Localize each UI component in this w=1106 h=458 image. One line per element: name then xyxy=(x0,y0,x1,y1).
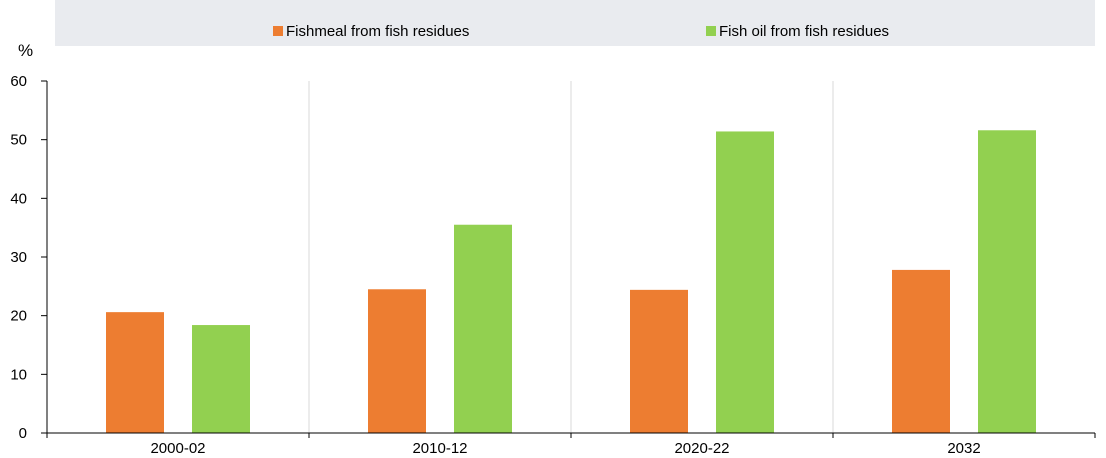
x-tick-label: 2020-22 xyxy=(674,440,729,457)
y-tick-label: 50 xyxy=(10,132,27,149)
bar-fishmeal-2000-02 xyxy=(106,312,164,433)
bar-fishmeal-2020-22 xyxy=(630,289,688,433)
x-tick-label: 2032 xyxy=(947,440,980,457)
bar-fish-oil-2000-02 xyxy=(192,325,250,433)
bar-fishmeal-2032 xyxy=(892,269,950,433)
legend-label-fish-oil: Fish oil from fish residues xyxy=(719,23,889,40)
x-tick-label: 2010-12 xyxy=(412,440,467,457)
bar-fish-oil-2010-12 xyxy=(454,224,512,433)
y-tick-label: 60 xyxy=(10,73,27,90)
y-axis-unit-label: % xyxy=(18,41,33,60)
bar-fish-oil-2032 xyxy=(978,130,1036,433)
x-tick-label: 2000-02 xyxy=(150,440,205,457)
legend-label-fishmeal: Fishmeal from fish residues xyxy=(286,23,469,40)
legend: Fishmeal from fish residues Fish oil from… xyxy=(273,23,889,40)
y-axis-ticks: 0 10 20 30 40 50 60 xyxy=(10,73,47,442)
bar-fish-oil-2020-22 xyxy=(716,131,774,433)
y-tick-label: 10 xyxy=(10,366,27,383)
bars xyxy=(106,130,1036,433)
y-tick-label: 40 xyxy=(10,190,27,207)
legend-background xyxy=(55,0,1095,46)
legend-swatch-fish-oil xyxy=(706,26,716,36)
gridlines xyxy=(308,81,834,433)
legend-swatch-fishmeal xyxy=(273,26,283,36)
y-tick-label: 20 xyxy=(10,308,27,325)
y-tick-label: 30 xyxy=(10,249,27,266)
bar-fishmeal-2010-12 xyxy=(368,289,426,433)
x-axis-ticks: 2000-02 2010-12 2020-22 2032 xyxy=(46,433,1096,457)
y-tick-label: 0 xyxy=(19,425,27,442)
